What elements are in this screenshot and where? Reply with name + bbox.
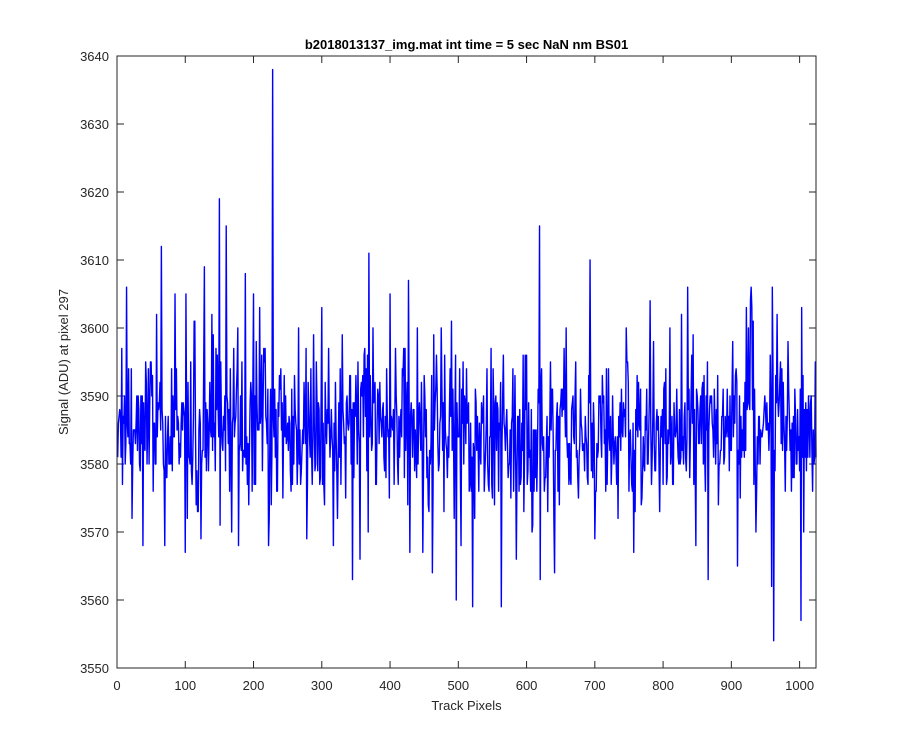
data-series-line	[116, 68, 817, 642]
x-tick-label: 300	[311, 678, 333, 693]
y-tick-label: 3560	[80, 593, 109, 608]
plot-background	[117, 56, 816, 668]
y-tick-label: 3580	[80, 457, 109, 472]
x-tick-label: 100	[174, 678, 196, 693]
y-tick-label: 3570	[80, 525, 109, 540]
x-tick-label: 600	[516, 678, 538, 693]
y-tick-label: 3600	[80, 321, 109, 336]
x-tick-label: 500	[447, 678, 469, 693]
y-tick-label: 3640	[80, 49, 109, 64]
x-tick-label: 200	[243, 678, 265, 693]
y-tick-label: 3630	[80, 117, 109, 132]
axis-tick-labels: 0 100 200 300 400 500 600 700 800 900 1000 3550 3560…	[80, 49, 814, 693]
x-axis-label: Track Pixels	[431, 698, 502, 713]
y-axis-label: Signal (ADU) at pixel 297	[56, 289, 71, 435]
y-tick-label: 3620	[80, 185, 109, 200]
x-tick-label: 700	[584, 678, 606, 693]
x-tick-label: 900	[721, 678, 743, 693]
x-tick-label: 1000	[785, 678, 814, 693]
y-tick-label: 3610	[80, 253, 109, 268]
y-tick-label: 3590	[80, 389, 109, 404]
chart-title: b2018013137_img.mat int time = 5 sec NaN…	[305, 37, 628, 52]
y-tick-label: 3550	[80, 661, 109, 676]
x-tick-label: 800	[652, 678, 674, 693]
x-tick-label: 400	[379, 678, 401, 693]
x-tick-label: 0	[113, 678, 120, 693]
plot-frame	[116, 55, 817, 669]
